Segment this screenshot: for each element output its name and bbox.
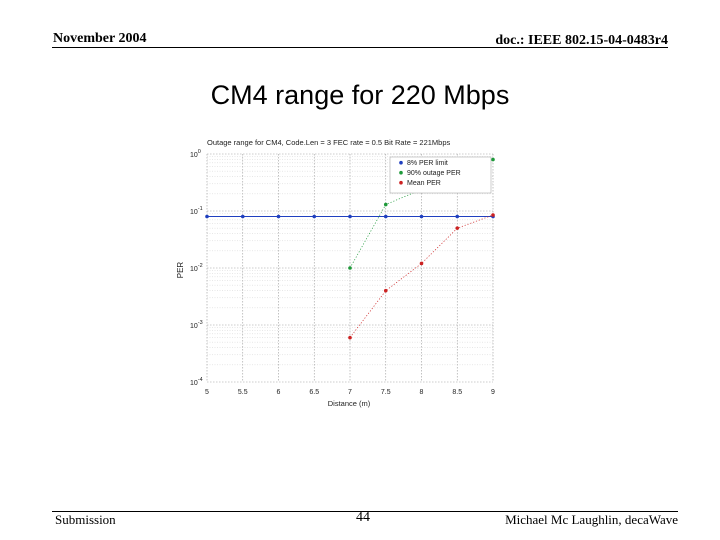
data-point-series-1 — [383, 202, 388, 207]
data-point-series-2 — [491, 213, 495, 217]
data-point-series-0 — [312, 214, 317, 219]
header-rule — [52, 47, 668, 48]
legend-marker-1 — [399, 170, 403, 175]
legend-marker-0 — [399, 160, 403, 165]
legend-label-0: 8% PER limit — [407, 160, 448, 167]
x-tick-label: 6.5 — [309, 389, 319, 396]
footer-rule — [52, 511, 678, 512]
x-tick-labels: 5 5.5 6 6.5 7 7.5 8 8.5 9 — [205, 389, 495, 396]
chart-title: Outage range for CM4, Code.Len = 3 FEC r… — [207, 138, 451, 147]
data-point-series-2 — [419, 261, 424, 266]
data-point-series-2 — [348, 335, 352, 340]
legend-label-1: 90% outage PER — [407, 170, 461, 177]
data-point-series-2 — [455, 226, 460, 230]
data-point-series-1 — [491, 157, 495, 162]
header-doc-id: doc.: IEEE 802.15-04-0483r4 — [495, 33, 668, 48]
data-point-series-0 — [348, 214, 352, 219]
x-tick-label: 5 — [205, 389, 209, 396]
chart-legend: 8% PER limit 90% outage PER Mean PER — [389, 156, 492, 194]
footer-page-number: 44 — [356, 510, 370, 525]
legend-marker-2 — [399, 180, 403, 185]
footer-author: Michael Mc Laughlin, decaWave — [505, 512, 678, 527]
x-tick-label: 7.5 — [381, 389, 391, 396]
x-tick-label: 9 — [491, 389, 495, 396]
y-tick-label: 100 — [190, 149, 201, 159]
y-tick-label: 10-4 — [190, 377, 203, 387]
data-point-series-1 — [348, 266, 352, 270]
x-tick-label: 5.5 — [238, 389, 248, 396]
y-tick-label: 10-2 — [190, 263, 203, 273]
legend-box — [389, 156, 492, 194]
x-tick-label: 6 — [277, 389, 281, 396]
data-points — [205, 157, 495, 340]
slide-title: CM4 range for 220 Mbps — [210, 80, 510, 110]
per-vs-distance-chart: Outage range for CM4, Code.Len = 3 FEC r… — [176, 138, 495, 408]
y-tick-label: 10-1 — [190, 206, 203, 216]
x-tick-label: 7 — [348, 389, 352, 396]
footer-submission: Submission — [55, 512, 116, 527]
legend-label-2: Mean PER — [407, 180, 441, 187]
data-point-series-0 — [276, 214, 281, 219]
header-date: November 2004 — [53, 31, 147, 46]
data-point-series-0 — [240, 214, 245, 219]
data-point-series-0 — [383, 214, 388, 219]
y-tick-label: 10-3 — [190, 320, 203, 330]
data-point-series-0 — [205, 214, 209, 219]
x-axis-label: Distance (m) — [328, 399, 371, 408]
data-point-series-0 — [419, 214, 424, 219]
x-tick-label: 8 — [420, 389, 424, 396]
y-axis-label: PER — [176, 262, 185, 279]
series-line-2 — [349, 214, 494, 338]
data-point-series-0 — [455, 214, 460, 219]
data-point-series-2 — [383, 288, 388, 293]
x-tick-label: 8.5 — [452, 389, 462, 396]
y-tick-labels: 100 10-1 10-2 10-3 10-4 — [190, 149, 203, 387]
